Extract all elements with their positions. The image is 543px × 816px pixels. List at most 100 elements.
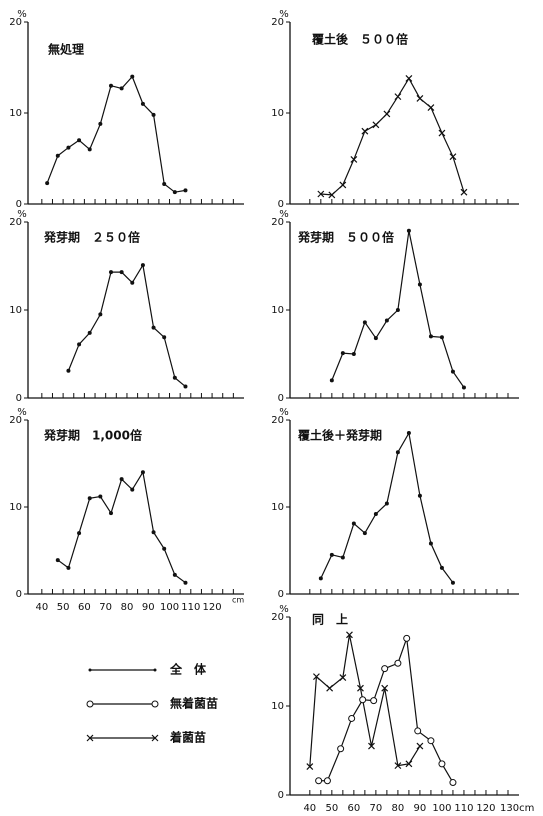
point bbox=[130, 280, 135, 285]
x-tick-label: 100 bbox=[432, 803, 451, 814]
y-unit: % bbox=[279, 9, 289, 20]
y-tick-label: 20 bbox=[271, 415, 284, 426]
x-tick-label: 40 bbox=[303, 803, 316, 814]
point bbox=[119, 270, 124, 275]
legend-end bbox=[88, 668, 92, 672]
point bbox=[373, 336, 378, 341]
x-tick-label: 70 bbox=[99, 602, 112, 613]
y-tick-label: 10 bbox=[9, 108, 22, 119]
x-tick-label: 80 bbox=[121, 602, 134, 613]
panel: % 覆土後 ５００倍 0 10 20 bbox=[271, 9, 519, 210]
point bbox=[351, 521, 356, 526]
point bbox=[381, 665, 389, 673]
x-tick-label: 120 bbox=[476, 803, 495, 814]
point bbox=[318, 576, 323, 581]
point bbox=[417, 493, 422, 498]
point bbox=[130, 74, 135, 79]
point bbox=[98, 312, 103, 317]
point bbox=[183, 384, 188, 389]
point bbox=[403, 634, 411, 642]
point bbox=[77, 138, 82, 143]
y-tick-label: 20 bbox=[9, 415, 22, 426]
panel: % 覆土後＋発芽期 0 10 20 bbox=[271, 407, 519, 600]
point bbox=[438, 129, 446, 137]
point bbox=[395, 450, 400, 455]
x-unit: cm bbox=[232, 596, 244, 605]
panel-title: 発芽期 1,000倍 bbox=[43, 428, 142, 443]
legend-end bbox=[153, 668, 157, 672]
point bbox=[183, 580, 188, 585]
y-tick-label: 0 bbox=[278, 393, 284, 404]
point bbox=[357, 684, 364, 692]
point bbox=[306, 763, 314, 770]
point bbox=[394, 659, 402, 667]
point bbox=[394, 93, 402, 101]
point bbox=[384, 318, 389, 323]
point bbox=[416, 742, 424, 750]
point bbox=[66, 145, 71, 150]
y-tick-label: 10 bbox=[271, 108, 284, 119]
point bbox=[346, 631, 353, 639]
point bbox=[66, 368, 71, 373]
panel: % 無処理 0 10 20 bbox=[9, 9, 244, 210]
point bbox=[172, 375, 177, 380]
series-line bbox=[318, 638, 454, 783]
y-tick-label: 10 bbox=[9, 502, 22, 513]
y-tick-label: 10 bbox=[271, 305, 284, 316]
panel-title: 発芽期 ２５０倍 bbox=[43, 230, 140, 245]
point bbox=[461, 385, 466, 390]
point bbox=[108, 83, 113, 88]
point bbox=[87, 330, 92, 335]
x-tick-label: 50 bbox=[325, 803, 338, 814]
point bbox=[394, 762, 402, 770]
y-unit: % bbox=[17, 9, 27, 20]
point bbox=[340, 555, 345, 560]
y-tick-label: 10 bbox=[271, 502, 284, 513]
point bbox=[460, 188, 468, 196]
point bbox=[405, 760, 413, 768]
x-tick-label: 120 bbox=[203, 602, 222, 613]
point bbox=[439, 335, 444, 340]
point bbox=[361, 127, 369, 135]
y-tick-label: 10 bbox=[271, 701, 284, 712]
y-tick-label: 0 bbox=[16, 589, 22, 600]
point bbox=[162, 335, 167, 340]
point bbox=[323, 777, 331, 785]
panel-title: 発芽期 ５００倍 bbox=[297, 230, 394, 245]
point bbox=[339, 181, 347, 189]
panel: % 同 上 0 10 20 40 50 60 70 80 90 100 110 120 130cm bbox=[271, 604, 534, 814]
y-unit: % bbox=[279, 407, 289, 418]
point bbox=[362, 531, 367, 536]
panel-title: 無処理 bbox=[48, 42, 84, 57]
legend-label: 着菌苗 bbox=[169, 730, 206, 745]
panel: % 発芽期 ２５０倍 0 10 20 bbox=[9, 209, 244, 404]
y-tick-label: 0 bbox=[16, 393, 22, 404]
point bbox=[362, 320, 367, 325]
y-unit: % bbox=[17, 407, 27, 418]
point bbox=[86, 700, 94, 708]
panel-title: 覆土後 ５００倍 bbox=[311, 32, 408, 47]
y-tick-label: 20 bbox=[271, 17, 284, 28]
point bbox=[395, 308, 400, 312]
panel-title: 同 上 bbox=[312, 612, 348, 627]
series-line bbox=[320, 77, 465, 196]
point bbox=[359, 696, 367, 704]
point bbox=[140, 101, 145, 106]
point bbox=[108, 270, 113, 275]
point bbox=[337, 745, 345, 753]
x-tick-label: 110 bbox=[454, 803, 473, 814]
point bbox=[350, 155, 358, 163]
x-tick-label: 90 bbox=[142, 602, 155, 613]
point bbox=[329, 378, 334, 383]
y-tick-label: 0 bbox=[278, 589, 284, 600]
y-tick-label: 20 bbox=[271, 612, 284, 623]
point bbox=[172, 572, 177, 577]
point bbox=[119, 86, 124, 91]
series-line bbox=[67, 263, 186, 388]
x-tick-label: 60 bbox=[78, 602, 91, 613]
y-tick-label: 10 bbox=[9, 305, 22, 316]
series-line bbox=[46, 75, 186, 193]
point bbox=[55, 558, 60, 563]
